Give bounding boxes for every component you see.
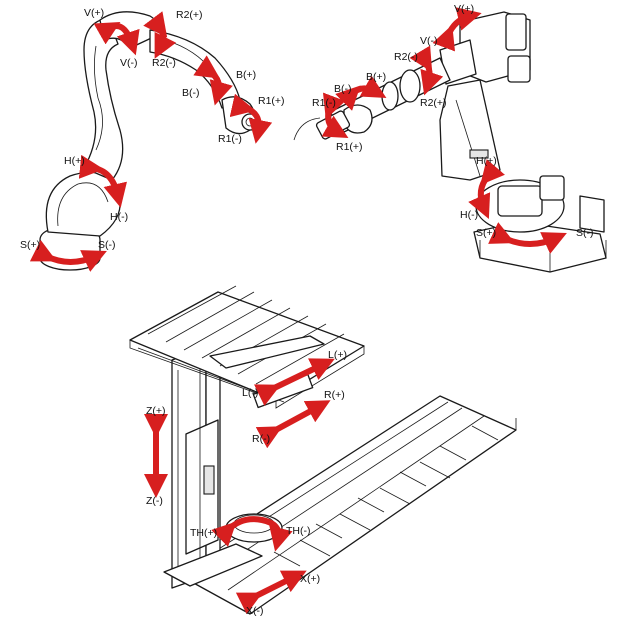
label-g-th-minus: TH(-)	[286, 525, 311, 537]
column-base	[163, 543, 263, 587]
label-g-r-plus: R(+)	[324, 389, 345, 401]
b-axis-arrow	[193, 55, 233, 106]
forearm-ring-2	[381, 81, 399, 111]
r1-axis-arrow-2	[321, 92, 349, 138]
base-box	[579, 195, 605, 233]
track-rail	[169, 395, 517, 615]
r-axis-arrow	[255, 400, 331, 449]
label-a1-h-minus: H(-)	[110, 211, 128, 223]
label-a1-v-minus: V(-)	[120, 57, 138, 69]
label-g-r-minus: R(-)	[252, 433, 270, 445]
h-axis-arrow-2	[468, 159, 505, 219]
label-a2-b-minus: B(-)	[334, 83, 352, 95]
s-axis-arrow	[29, 239, 107, 272]
label-a1-b-plus: B(+)	[236, 69, 256, 81]
top-arm	[209, 335, 325, 369]
label-a1-b-minus: B(-)	[182, 87, 200, 99]
gantry-system	[129, 285, 517, 615]
l-axis-arrow	[253, 358, 335, 407]
label-a2-r1-minus: R1(-)	[312, 97, 336, 109]
gantry-arrows	[144, 358, 335, 615]
label-a2-r2-minus: R2(-)	[394, 51, 418, 63]
s-axis-arrow-2	[488, 222, 567, 254]
label-a1-s-plus: S(+)	[20, 239, 40, 251]
label-a1-r2-minus: R2(-)	[152, 57, 176, 69]
gantry-labels: L(+) L(-) R(+) R(-) Z(+) Z(-) TH(+) TH(-…	[146, 349, 347, 617]
base-gearbox	[539, 175, 565, 201]
r1-axis-arrow	[229, 93, 273, 144]
arm-plate	[469, 149, 489, 159]
base-motor	[497, 185, 543, 217]
label-g-x-plus: X(+)	[300, 573, 320, 585]
robot1-labels: V(+) V(-) R2(+) R2(-) B(+) B(-) R1(+) R1…	[20, 7, 285, 251]
label-a1-r1-minus: R1(-)	[218, 133, 242, 145]
tool-cable	[293, 117, 321, 141]
robot2-arrows	[321, 7, 567, 254]
label-a2-r2-plus: R2(+)	[420, 97, 447, 109]
x-axis-arrow	[235, 570, 307, 615]
label-a2-s-minus: S(-)	[576, 227, 594, 239]
forearm-ring	[399, 69, 421, 103]
shoulder-motor	[505, 13, 527, 51]
label-a1-h-plus: H(+)	[64, 155, 85, 167]
label-a1-r1-plus: R1(+)	[258, 95, 285, 107]
label-g-z-minus: Z(-)	[146, 495, 163, 507]
wrist	[343, 104, 373, 134]
label-a2-h-minus: H(-)	[460, 209, 478, 221]
label-a2-v-plus: V(+)	[454, 3, 474, 15]
shoulder-motor-2	[507, 55, 531, 83]
label-g-l-plus: L(+)	[328, 349, 347, 361]
label-a2-r1-plus: R1(+)	[336, 141, 363, 153]
column-panel	[203, 465, 215, 495]
lower-elbow	[45, 171, 121, 237]
b-axis-arrow-2	[335, 75, 387, 111]
label-a2-v-minus: V(-)	[420, 35, 438, 47]
robot2-labels: V(+) V(-) R2(-) R2(+) B(+) B(-) R1(-) R1…	[312, 3, 594, 239]
label-a1-v-plus: V(+)	[84, 7, 104, 19]
label-a2-s-plus: S(+)	[476, 227, 496, 239]
upper-arm	[83, 17, 124, 181]
label-g-x-minus: X(-)	[246, 605, 264, 617]
label-g-z-plus: Z(+)	[146, 405, 166, 417]
label-g-l-minus: L(-)	[242, 387, 258, 399]
h-axis-arrow	[78, 154, 127, 208]
th-axis-arrow	[211, 516, 293, 552]
label-a2-b-plus: B(+)	[366, 71, 386, 83]
label-g-th-plus: TH(+)	[190, 527, 217, 539]
label-a2-h-plus: H(+)	[476, 155, 497, 167]
r2-axis-arrow	[143, 11, 177, 59]
v-axis-arrow-2	[432, 7, 482, 52]
top-frame	[129, 291, 365, 401]
label-a1-r2-plus: R2(+)	[176, 9, 203, 21]
robot1-arrows	[29, 11, 273, 272]
label-a1-s-minus: S(-)	[98, 239, 116, 251]
v-axis-arrow	[93, 22, 140, 56]
r2-axis-arrow-2	[409, 45, 444, 96]
